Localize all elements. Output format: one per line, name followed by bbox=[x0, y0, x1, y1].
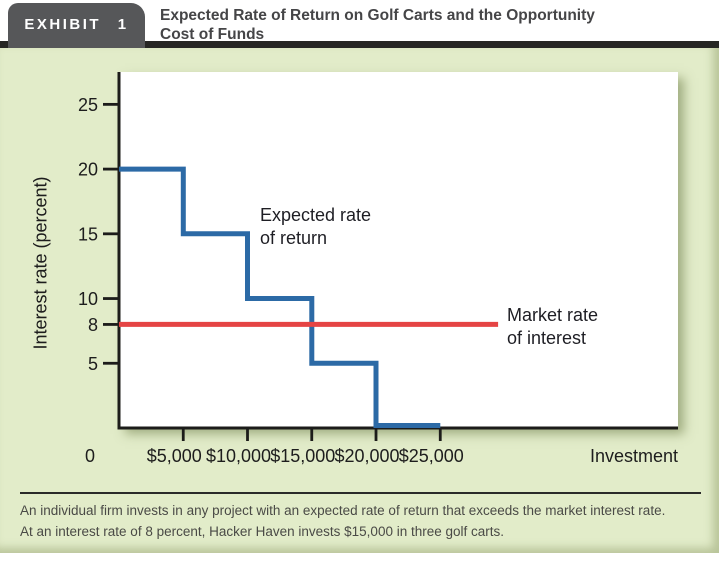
figure-caption: An individual firm invests in any projec… bbox=[20, 503, 666, 539]
exhibit-title: Expected Rate of Return on Golf Carts an… bbox=[160, 7, 595, 43]
y-tick-label: 25 bbox=[78, 95, 98, 115]
exhibit-badge-label: EXHIBIT 1 bbox=[24, 16, 129, 33]
x-tick-label: $5,000 bbox=[147, 446, 202, 466]
y-tick-label: 10 bbox=[78, 289, 98, 309]
y-tick-label: 5 bbox=[88, 354, 98, 374]
annotation-expected-rate-of-return: Expected rate of return bbox=[260, 205, 372, 248]
x-tick-label: $10,000 bbox=[206, 446, 271, 466]
origin-label: 0 bbox=[84, 446, 96, 466]
x-axis-title: Investment bbox=[589, 446, 678, 466]
plot-area bbox=[119, 72, 678, 428]
y-tick-label: 8 bbox=[88, 315, 98, 335]
x-tick-label: $25,000 bbox=[399, 446, 464, 466]
chart-canvas: 25 20 15 10 8 5 $5,000 $10,000 $15,000 $20,000 $25… bbox=[78, 72, 678, 466]
annotation-market-rate-of-interest: Market rate of interest bbox=[507, 305, 599, 348]
axes bbox=[117, 72, 678, 430]
header-rule-bar bbox=[0, 41, 719, 48]
y-tick-label: 15 bbox=[78, 224, 98, 244]
x-tick-label: $15,000 bbox=[270, 446, 335, 466]
x-tick-label: $20,000 bbox=[334, 446, 399, 466]
caption-rule bbox=[20, 492, 701, 494]
exhibit-badge: EXHIBIT 1 bbox=[8, 3, 145, 48]
y-tick-label: 20 bbox=[78, 160, 98, 180]
y-axis-title: Interest rate (percent) bbox=[30, 176, 51, 350]
series-expected-rate-of-return bbox=[119, 166, 441, 428]
